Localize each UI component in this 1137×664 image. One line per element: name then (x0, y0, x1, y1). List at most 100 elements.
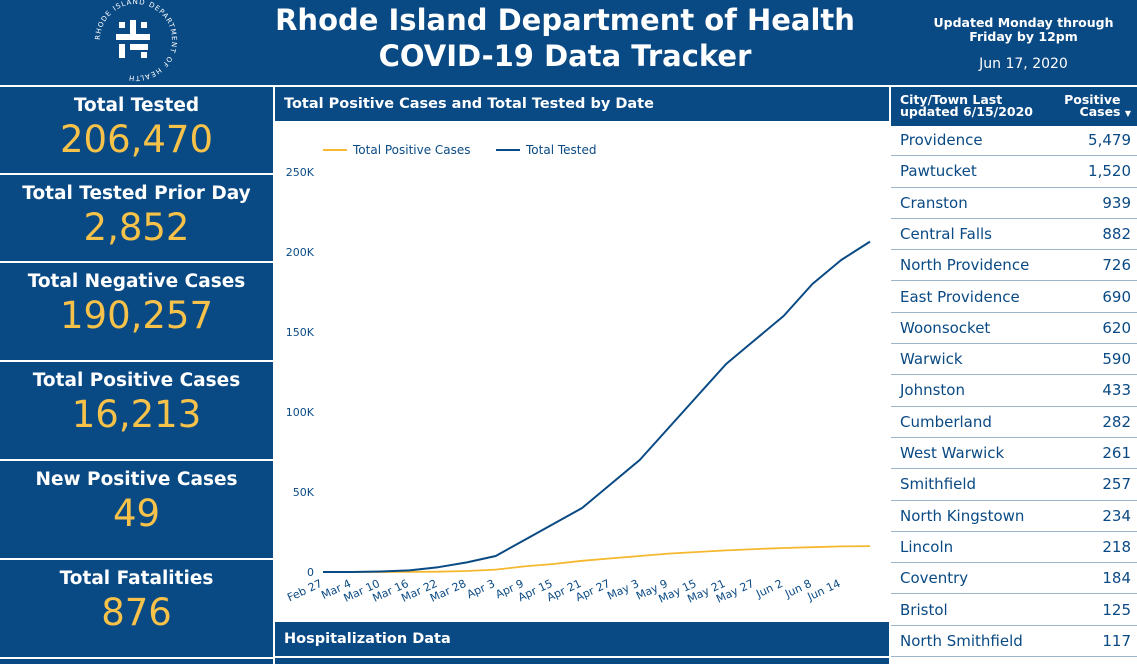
city-positive-cases: 117 (1102, 631, 1131, 650)
city-name: Lincoln (900, 537, 954, 556)
table-row[interactable]: Cranston 939 (891, 188, 1137, 219)
ri-department-of-health-logo: RHODE ISLAND DEPARTMENT OF HEALTH (94, 0, 178, 82)
series-line-total-tested[interactable] (323, 240, 871, 573)
city-positive-cases: 5,479 (1088, 131, 1131, 149)
city-column-header[interactable]: City/Town Last updated 6/15/2020 (900, 92, 1033, 119)
stat-total-tested-prior-day: Total Tested Prior Day 2,852 (0, 175, 273, 261)
city-positive-cases: 282 (1102, 412, 1131, 431)
city-name: Johnston (900, 381, 965, 400)
city-name: Providence (900, 131, 983, 149)
city-positive-cases: 261 (1102, 444, 1131, 462)
y-tick-label: 50K (293, 486, 315, 499)
logo-text: RHODE ISLAND DEPARTMENT OF HEALTH (94, 0, 177, 82)
stat-value: 16,213 (71, 393, 202, 436)
y-tick-label: 100K (286, 406, 315, 419)
city-positive-cases: 125 (1102, 600, 1131, 619)
y-tick-label: 0 (307, 566, 314, 579)
table-row[interactable]: Coventry 184 (891, 563, 1137, 595)
table-row[interactable]: Cumberland 282 (891, 407, 1137, 438)
city-positive-cases: 690 (1102, 287, 1131, 306)
city-name: East Providence (900, 287, 1020, 306)
city-name: Bristol (900, 600, 948, 619)
series-line-total-positive-cases[interactable] (323, 545, 871, 573)
stat-label: Total Tested Prior Day (22, 183, 251, 204)
stat-next-partial (0, 659, 273, 664)
stat-value: 206,470 (59, 118, 213, 161)
table-row[interactable]: Smithfield 257 (891, 469, 1137, 501)
x-tick-label: Apr 3 (465, 577, 497, 601)
table-row[interactable]: Central Falls 882 (891, 219, 1137, 251)
city-positive-cases: 234 (1102, 506, 1131, 525)
city-name: Cranston (900, 193, 968, 212)
y-tick-label: 150K (286, 326, 315, 339)
city-positive-cases: 620 (1102, 318, 1131, 337)
city-name: Woonsocket (900, 318, 991, 337)
city-positive-cases: 590 (1102, 350, 1131, 369)
stat-label: Total Fatalities (59, 568, 214, 589)
y-tick-label: 250K (286, 166, 315, 179)
table-row[interactable]: Woonsocket 620 (891, 313, 1137, 345)
table-row[interactable]: North Kingstown 234 (891, 501, 1137, 532)
city-name: Cumberland (900, 412, 992, 431)
city-positive-cases: 726 (1102, 256, 1131, 275)
stat-label: Total Negative Cases (27, 271, 246, 292)
city-positive-cases: 433 (1102, 381, 1131, 400)
table-row[interactable]: West Warwick 261 (891, 438, 1137, 470)
stat-label: New Positive Cases (35, 469, 238, 490)
stat-label: Total Positive Cases (32, 370, 241, 391)
city-name: Coventry (900, 569, 969, 588)
hospitalization-panel-title[interactable]: Hospitalization Data (275, 622, 889, 656)
city-name: Central Falls (900, 224, 992, 243)
city-positive-cases: 882 (1102, 224, 1131, 243)
positive-cases-column-header[interactable]: Positive Cases ▼ (1058, 92, 1131, 120)
city-positive-cases: 1,520 (1088, 162, 1131, 181)
city-name: Smithfield (900, 475, 977, 494)
table-row[interactable]: Johnston 433 (891, 375, 1137, 407)
page-title-line2: COVID-19 Data Tracker (378, 39, 752, 73)
table-row[interactable]: Lincoln 218 (891, 532, 1137, 564)
sort-descending-icon[interactable]: ▼ (1124, 109, 1131, 118)
table-row[interactable]: East Providence 690 (891, 282, 1137, 313)
city-town-table: City/Town Last updated 6/15/2020 Positiv… (891, 87, 1137, 664)
page-header: RHODE ISLAND DEPARTMENT OF HEALTH Rhode … (0, 0, 1137, 85)
table-row[interactable]: North Smithfield 117 (891, 626, 1137, 658)
update-date: Jun 17, 2020 (979, 56, 1068, 72)
stat-total-fatalities: Total Fatalities 876 (0, 560, 273, 657)
stat-total-positive-cases: Total Positive Cases 16,213 (0, 362, 273, 459)
table-row[interactable]: Providence 5,479 (891, 125, 1137, 157)
stat-total-tested: Total Tested 206,470 (0, 87, 273, 173)
city-name: North Providence (900, 256, 1030, 275)
stat-value: 190,257 (59, 294, 213, 337)
city-name: Pawtucket (900, 162, 977, 181)
svg-text:RHODE ISLAND DEPARTMENT OF HEA: RHODE ISLAND DEPARTMENT OF HEALTH (94, 0, 178, 82)
hospitalization-panel-body (275, 658, 889, 664)
table-row[interactable]: North Providence 726 (891, 250, 1137, 282)
city-name: West Warwick (900, 444, 1005, 462)
chart-area[interactable]: 0 50K 100K 150K 200K 250K Feb 27 Mar 4 Mar 10 Mar… (275, 121, 889, 622)
stat-total-negative-cases: Total Negative Cases 190,257 (0, 263, 273, 360)
legend-entry[interactable]: Total Positive Cases (352, 143, 471, 157)
positive-cases-column-label: Positive Cases (1064, 92, 1121, 119)
city-positive-cases: 218 (1102, 537, 1131, 556)
chart-panel-title: Total Positive Cases and Total Tested by… (275, 87, 889, 121)
table-row[interactable]: Bristol 125 (891, 595, 1137, 626)
stat-value: 876 (101, 591, 172, 634)
stat-value: 2,852 (83, 206, 190, 249)
table-row[interactable]: Pawtucket 1,520 (891, 156, 1137, 188)
city-name: North Kingstown (900, 506, 1025, 525)
stats-panel: Total Tested 206,470 Total Tested Prior … (0, 85, 273, 664)
legend-entry[interactable]: Total Tested (525, 143, 596, 157)
page-title: Rhode Island Department of Health COVID-… (240, 0, 890, 85)
update-schedule-note: Updated Monday through Friday by 12pm (933, 15, 1114, 44)
city-name: Warwick (900, 350, 963, 369)
city-positive-cases: 184 (1102, 569, 1131, 588)
city-name: North Smithfield (900, 631, 1023, 650)
city-table-header: City/Town Last updated 6/15/2020 Positiv… (891, 87, 1137, 126)
logo-emblem-icon (116, 20, 150, 58)
y-tick-label: 200K (286, 246, 315, 259)
x-tick-label: Jun 2 (753, 577, 784, 601)
city-positive-cases: 939 (1102, 193, 1131, 212)
table-row[interactable]: Warwick 590 (891, 344, 1137, 376)
city-positive-cases: 257 (1102, 475, 1131, 494)
